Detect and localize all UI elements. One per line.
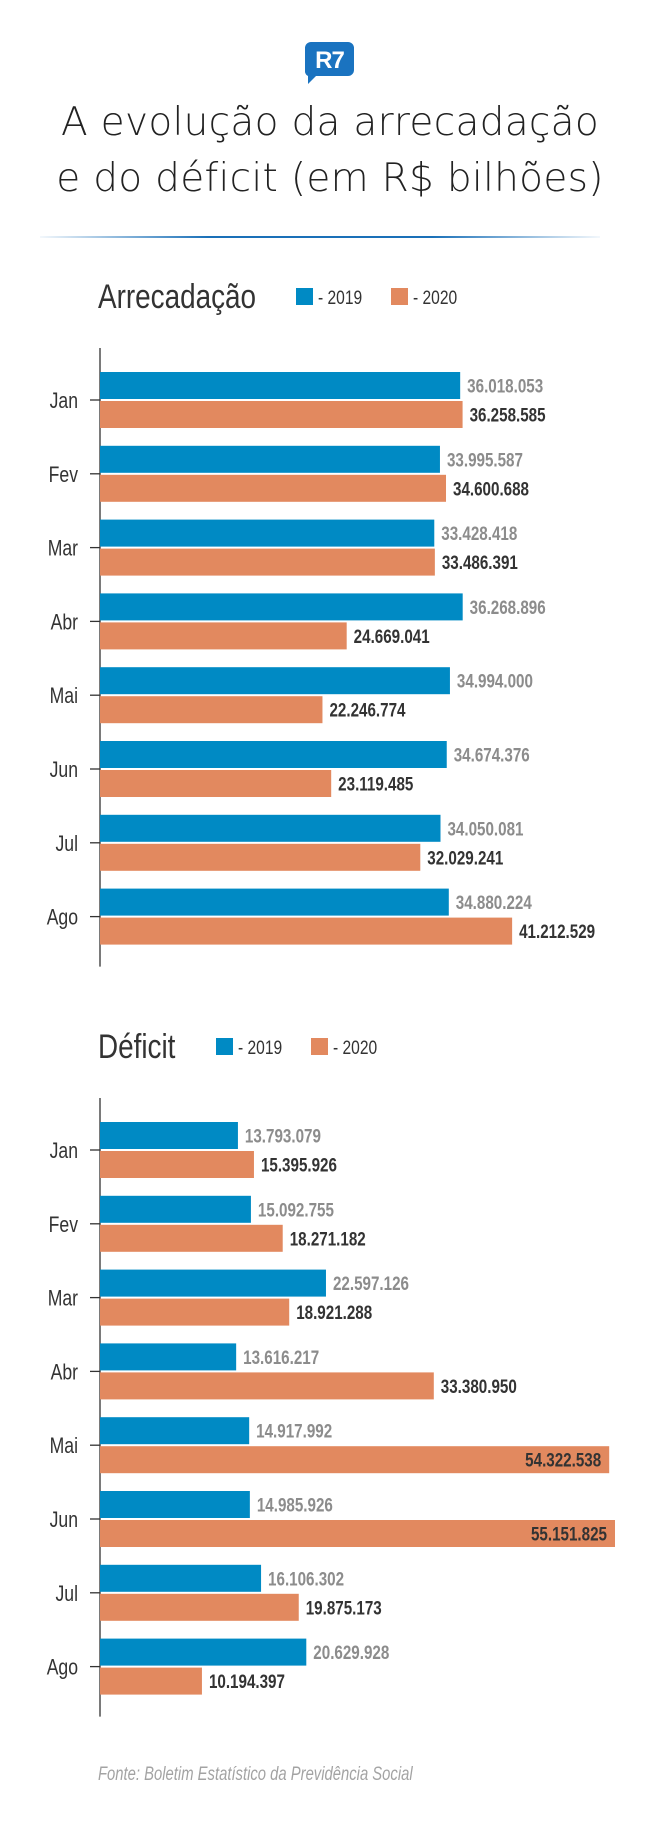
data-label-ago-2020: 41.212.529	[519, 920, 595, 942]
bar-jul-2020	[100, 1593, 299, 1621]
y-tick-label-abr: Abr	[51, 1361, 79, 1385]
bar-abr-2019	[100, 1343, 237, 1371]
logo-speech-bubble-icon	[305, 42, 354, 84]
bar-jan-2019	[100, 1122, 238, 1149]
page-title-line1: A evolução da arrecadação	[60, 100, 600, 145]
bar-ago-2020	[100, 1667, 202, 1695]
y-tick-label-jan: Jan	[50, 389, 78, 413]
data-label-abr-2019: 13.616.217	[243, 1346, 319, 1368]
y-tick-label-jul: Jul	[56, 1582, 78, 1606]
bar-ago-2019	[100, 1638, 307, 1666]
bar-mar-2020	[100, 548, 435, 576]
data-label-jun-2019: 14.985.926	[257, 1494, 333, 1516]
data-label-abr-2019: 36.268.896	[470, 596, 546, 618]
bar-jul-2019	[100, 1564, 262, 1592]
data-label-jan-2020: 15.395.926	[261, 1154, 337, 1176]
y-tick-label-mar: Mar	[48, 537, 79, 561]
data-label-mai-2020: 54.322.538	[525, 1449, 601, 1471]
y-tick-label-jan: Jan	[50, 1139, 78, 1163]
y-tick-label-mar: Mar	[48, 1287, 79, 1311]
y-tick-label-mai: Mai	[50, 1434, 78, 1458]
bar-jun-2020	[100, 770, 332, 797]
data-label-jun-2019: 34.674.376	[454, 744, 530, 766]
bar-fev-2019	[100, 1195, 251, 1223]
bar-jan-2019	[100, 372, 461, 399]
bar-mar-2020	[100, 1298, 290, 1326]
bar-jul-2019	[100, 814, 441, 842]
bar-mai-2020	[100, 1446, 610, 1474]
chart-title: Déficit	[98, 1027, 176, 1065]
y-tick-label-mai: Mai	[50, 684, 78, 708]
data-label-jul-2019: 34.050.081	[448, 818, 524, 840]
bar-jul-2020	[100, 843, 421, 871]
y-tick-label-fev: Fev	[49, 1213, 78, 1237]
y-tick-label-jun: Jun	[50, 758, 78, 782]
data-label-mai-2019: 34.994.000	[457, 670, 533, 692]
legend-label-2020: - 2020	[333, 1037, 377, 1059]
y-tick-label-jun: Jun	[50, 1508, 78, 1532]
deficit-chart: Déficit - 2019 - 2020 Jan 13.793.079 15.395.9…	[47, 1027, 615, 1717]
bar-jun-2020	[100, 1520, 615, 1547]
bar-abr-2020	[100, 622, 347, 650]
legend-label-2019: - 2019	[318, 287, 362, 309]
legend-swatch-2020	[391, 288, 408, 305]
bar-fev-2019	[100, 445, 440, 473]
data-label-mai-2019: 14.917.992	[256, 1420, 332, 1442]
y-tick-label-ago: Ago	[47, 1656, 78, 1680]
bar-mai-2019	[100, 667, 450, 695]
chart-title: Arrecadação	[98, 277, 256, 315]
legend-swatch-2019	[216, 1038, 233, 1055]
data-label-abr-2020: 24.669.041	[354, 625, 430, 647]
bar-abr-2020	[100, 1372, 434, 1400]
title-divider	[40, 236, 600, 238]
data-label-fev-2019: 33.995.587	[447, 449, 523, 471]
page-title-line2: e do déficit (em R$ bilhões)	[56, 156, 604, 201]
arrecadacao-chart: Arrecadação - 2019 - 2020 Jan 36.018.053 36.2…	[47, 277, 595, 967]
data-label-mai-2020: 22.246.774	[329, 699, 405, 721]
bar-fev-2020	[100, 474, 447, 502]
data-label-fev-2020: 18.271.182	[290, 1228, 366, 1250]
bar-mai-2019	[100, 1417, 250, 1445]
bar-abr-2019	[100, 593, 463, 621]
y-tick-label-abr: Abr	[51, 611, 79, 635]
data-label-mar-2020: 18.921.288	[296, 1301, 372, 1323]
legend-label-2020: - 2020	[413, 287, 457, 309]
bar-ago-2020	[100, 917, 513, 945]
data-label-mar-2019: 33.428.418	[441, 522, 517, 544]
y-tick-label-jul: Jul	[56, 832, 78, 856]
y-tick-label-fev: Fev	[49, 463, 78, 487]
data-label-ago-2020: 10.194.397	[209, 1670, 285, 1692]
bar-jun-2019	[100, 1491, 250, 1518]
source-note: Fonte: Boletim Estatístico da Previdênci…	[98, 1764, 413, 1785]
data-label-ago-2019: 34.880.224	[456, 891, 532, 913]
bar-fev-2020	[100, 1224, 283, 1252]
data-label-jun-2020: 23.119.485	[338, 773, 414, 795]
data-label-mar-2020: 33.486.391	[442, 551, 518, 573]
bar-jun-2019	[100, 741, 447, 768]
data-label-jul-2020: 32.029.241	[427, 847, 503, 869]
data-label-ago-2019: 20.629.928	[313, 1641, 389, 1663]
r7-logo: R7	[305, 42, 354, 84]
legend-swatch-2019	[296, 288, 313, 305]
data-label-fev-2019: 15.092.755	[258, 1199, 334, 1221]
data-label-fev-2020: 34.600.688	[453, 478, 529, 500]
bar-mar-2019	[100, 519, 435, 547]
bar-jan-2020	[100, 1151, 254, 1178]
data-label-jan-2019: 13.793.079	[245, 1125, 321, 1147]
data-label-jul-2020: 19.875.173	[306, 1597, 382, 1619]
data-label-jan-2020: 36.258.585	[470, 404, 546, 426]
data-label-jan-2019: 36.018.053	[467, 375, 543, 397]
bar-jan-2020	[100, 401, 463, 428]
legend-label-2019: - 2019	[238, 1037, 282, 1059]
data-label-mar-2019: 22.597.126	[333, 1272, 409, 1294]
y-tick-label-ago: Ago	[47, 906, 78, 930]
logo-text: R7	[315, 47, 344, 74]
legend-swatch-2020	[311, 1038, 328, 1055]
bar-mai-2020	[100, 696, 323, 724]
bar-mar-2019	[100, 1269, 326, 1297]
data-label-jun-2020: 55.151.825	[531, 1523, 607, 1545]
bar-ago-2019	[100, 888, 449, 916]
data-label-abr-2020: 33.380.950	[441, 1375, 517, 1397]
data-label-jul-2019: 16.106.302	[268, 1568, 344, 1590]
